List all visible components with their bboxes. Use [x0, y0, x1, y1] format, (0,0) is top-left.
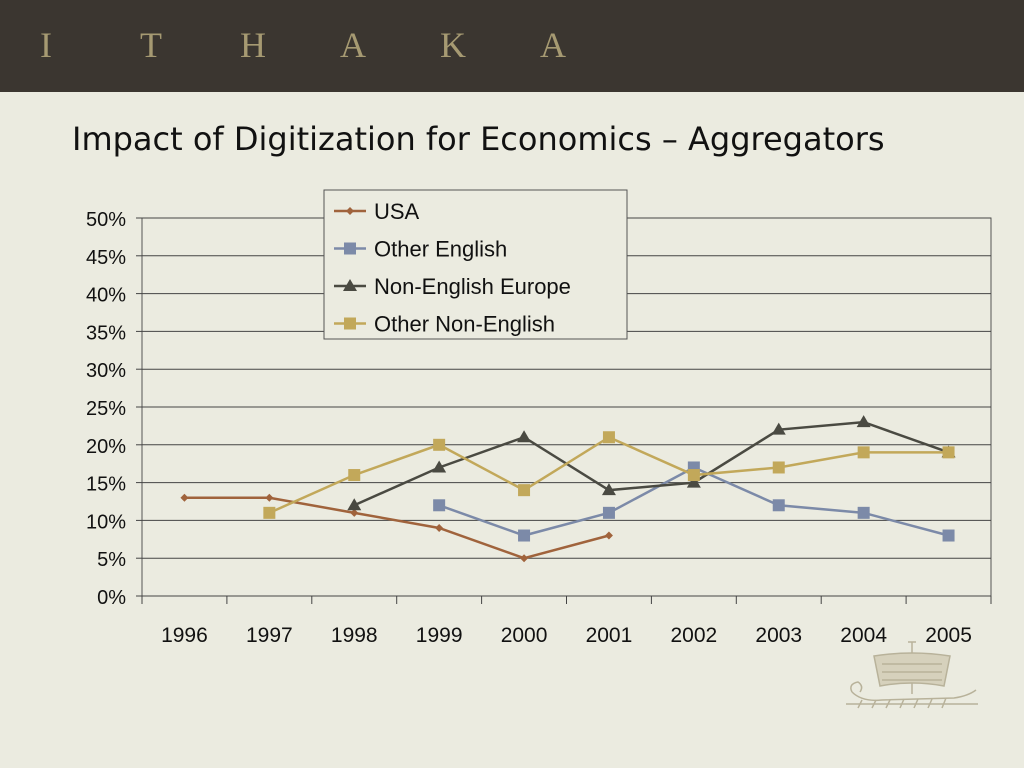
y-tick-label: 20% [86, 436, 126, 458]
data-point [432, 460, 447, 473]
y-tick-label: 35% [86, 322, 126, 344]
brand-letter: A [340, 25, 366, 65]
legend-entry: Other Non-English [374, 312, 555, 337]
data-point [348, 469, 361, 482]
y-tick-label: 40% [86, 285, 126, 307]
header-bar: I T H A K A [0, 0, 1024, 92]
x-tick-label: 2002 [670, 624, 717, 647]
slide-title: Impact of Digitization for Economics – A… [72, 120, 885, 158]
x-tick-label: 2000 [501, 624, 548, 647]
data-point [602, 506, 615, 519]
x-tick-label: 1997 [246, 624, 293, 647]
series-line-0 [184, 496, 610, 560]
data-point [687, 469, 700, 482]
y-tick-label: 25% [86, 398, 126, 420]
data-point [263, 506, 276, 519]
data-point [686, 475, 701, 488]
brand-letter: K [440, 25, 466, 65]
legend-entry: Other English [374, 237, 507, 262]
brand-logo: I T H A K A [40, 24, 640, 66]
brand-letter: A [540, 25, 566, 65]
data-point [517, 430, 532, 443]
data-point [856, 415, 871, 428]
x-tick-label: 2003 [755, 624, 802, 647]
data-point [604, 531, 613, 540]
brand-letter: T [140, 25, 162, 65]
data-point [518, 484, 531, 497]
ship-logo-icon [846, 641, 978, 709]
x-tick-label: 2004 [840, 624, 887, 647]
y-tick-label: 30% [86, 360, 126, 382]
data-point [518, 529, 531, 542]
data-point [433, 438, 446, 451]
x-tick-label: 1996 [161, 624, 208, 647]
y-tick-label: 50% [86, 209, 126, 231]
data-point [942, 529, 955, 542]
x-tick-label: 1999 [416, 624, 463, 647]
data-point [350, 508, 359, 517]
y-tick-label: 45% [86, 247, 126, 269]
legend-entry: USA [374, 199, 420, 224]
data-point [602, 431, 615, 444]
data-point [771, 422, 786, 435]
data-point [772, 499, 785, 512]
y-tick-label: 5% [97, 549, 126, 571]
data-point [265, 493, 274, 502]
brand-letter: H [240, 25, 266, 65]
y-tick-label: 15% [86, 474, 126, 496]
x-tick-label: 2005 [925, 624, 972, 647]
legend-swatch-marker [344, 242, 356, 255]
legend-swatch-marker [343, 279, 357, 291]
data-point [942, 446, 955, 459]
x-tick-label: 1998 [331, 624, 378, 647]
data-point [433, 499, 446, 512]
legend-entry: Non-English Europe [374, 274, 571, 299]
data-point [857, 446, 870, 459]
legend-swatch-marker [344, 317, 356, 330]
data-point [772, 461, 785, 474]
data-point [180, 493, 189, 502]
data-point [435, 523, 444, 532]
data-point [347, 498, 362, 511]
legend-swatch-marker [346, 207, 354, 215]
data-point [857, 506, 870, 519]
x-tick-label: 2001 [586, 624, 633, 647]
data-point [520, 554, 529, 563]
y-tick-label: 10% [86, 511, 126, 533]
brand-letter: I [40, 25, 52, 65]
series-line-2 [353, 420, 949, 507]
y-tick-label: 0% [97, 587, 126, 609]
data-point [601, 483, 616, 496]
legend [323, 189, 628, 340]
